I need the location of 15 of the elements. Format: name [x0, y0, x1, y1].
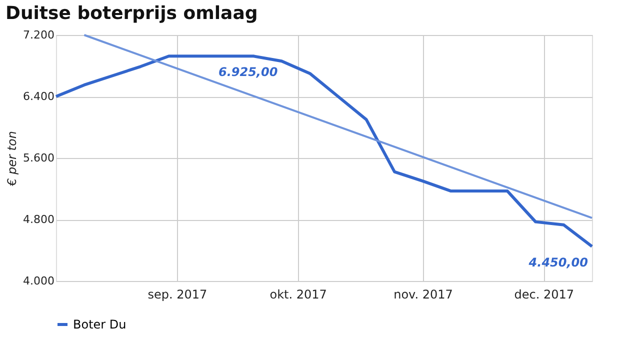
y-tick-label: 4.000 — [23, 274, 54, 288]
annotation: 4.450,00 — [528, 255, 588, 270]
y-tick-label: 6.400 — [23, 90, 54, 103]
y-tick-label: 7.200 — [23, 28, 54, 42]
annotation: 6.925,00 — [218, 65, 278, 80]
x-tick-label: nov. 2017 — [394, 288, 453, 302]
x-tick-label: okt. 2017 — [270, 288, 327, 302]
line-series — [54, 54, 594, 248]
chart-title: Duitse boterprijs omlaag — [6, 3, 258, 24]
y-axis-title: € per ton — [5, 131, 20, 187]
y-tick-label: 5.600 — [23, 152, 54, 164]
x-tick-label: dec. 2017 — [514, 288, 574, 302]
legend-label: Boter Du — [73, 318, 126, 332]
x-tick-label: sep. 2017 — [148, 288, 208, 302]
y-tick-label: 4.800 — [23, 213, 54, 226]
